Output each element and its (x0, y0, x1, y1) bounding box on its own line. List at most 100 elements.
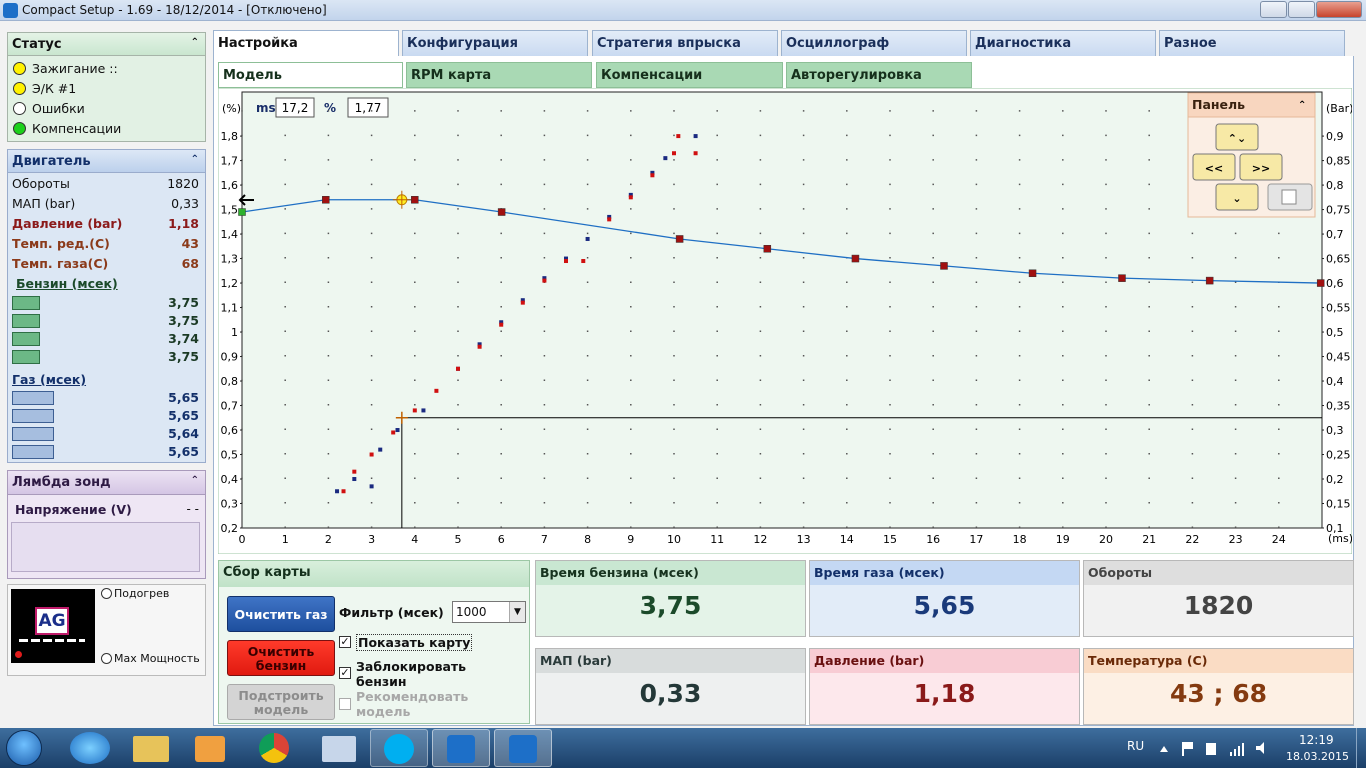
maximize-button[interactable] (1288, 1, 1315, 18)
tab[interactable]: Разное (1159, 30, 1345, 57)
tab[interactable]: Стратегия впрыска (592, 30, 778, 57)
x-tick-label: 3 (368, 533, 375, 546)
x-tick-label: 18 (1013, 533, 1027, 546)
start-button[interactable] (6, 730, 42, 766)
scatter-point (663, 156, 668, 161)
subtab[interactable]: RPM карта (406, 62, 592, 88)
x-tick-label: 4 (411, 533, 418, 546)
map-title: Сбор карты (219, 561, 529, 587)
gauge-label: Температура (C) (1084, 649, 1353, 673)
tray-flag (1182, 742, 1184, 756)
collapse-icon: ⌃ (1298, 100, 1306, 111)
checkbox[interactable]: ✓ (339, 635, 351, 648)
y2-tick-label: 0,25 (1326, 449, 1351, 462)
y-tick-label: 0,7 (221, 400, 239, 413)
taskbar-app[interactable] (133, 736, 169, 762)
y2-tick-label: 0,5 (1326, 326, 1344, 339)
logo-panel: AG Подогрев Max Мощность (7, 584, 206, 676)
tray-icons[interactable] (1156, 738, 1276, 758)
y-tick-label: 1 (231, 326, 238, 339)
tab[interactable]: Настройка (213, 30, 399, 57)
y-tick-label: 1,1 (221, 302, 239, 315)
gauge-label: МАП (bar) (536, 649, 805, 673)
scatter-point (628, 195, 633, 200)
petrol-bar (12, 314, 40, 328)
status-header[interactable]: Статус ⌃ (7, 32, 206, 56)
y2-tick-label: 0,4 (1326, 375, 1344, 388)
left-button[interactable] (1192, 153, 1236, 181)
tab[interactable]: Осциллограф (781, 30, 967, 57)
clear-petrol-button[interactable]: Очистить бензин (227, 640, 335, 676)
radio[interactable] (101, 588, 112, 599)
model-point (238, 208, 246, 216)
petrol-value: 3,75 (168, 295, 199, 310)
scatter-point (456, 366, 460, 371)
taskbar-app[interactable] (432, 729, 490, 767)
taskbar-app[interactable] (195, 736, 225, 762)
show-desktop[interactable] (1356, 728, 1366, 768)
y2-tick-label: 0,3 (1326, 424, 1344, 437)
lambda-header[interactable]: Лямбда зонд ⌃ (7, 470, 206, 495)
button-icon: << (1205, 162, 1223, 175)
gas-bar (12, 391, 54, 405)
tab[interactable]: Диагностика (970, 30, 1156, 57)
plot-area (241, 91, 1323, 529)
tab[interactable]: Конфигурация (402, 30, 588, 57)
scatter-point (391, 430, 396, 435)
gauge-value: 5,65 (913, 591, 976, 620)
scatter-point (520, 300, 525, 305)
readout-label: % (324, 101, 336, 115)
x-tick-label: 8 (584, 533, 591, 546)
gauge-label: Время бензина (мсек) (536, 561, 805, 585)
lambda-value: - - (186, 502, 199, 516)
x-axis-label: (ms) (1328, 532, 1352, 545)
petrol-value: 3,74 (168, 331, 199, 346)
scatter-point (585, 236, 590, 241)
taskbar-app[interactable] (259, 733, 289, 763)
readout-label: ms (256, 101, 276, 115)
filter-select[interactable]: 1000 ▼ (452, 601, 526, 623)
x-tick-label: 15 (883, 533, 897, 546)
subtab[interactable]: Модель (218, 62, 403, 88)
gauge-value: 1820 (1183, 591, 1254, 620)
y-tick-label: 1,4 (221, 228, 239, 241)
y-tick-label: 0,6 (221, 424, 239, 437)
up-button[interactable] (1215, 123, 1259, 151)
gauge-label: Время газа (мсек) (810, 561, 1079, 585)
control-panel-header[interactable] (1187, 92, 1316, 118)
build-model-button: Подстроить модель (227, 684, 335, 720)
scatter-point (369, 484, 374, 489)
x-tick-label: 23 (1229, 533, 1243, 546)
taskbar-app[interactable] (370, 729, 428, 767)
readout-value: 17,2 (282, 101, 309, 115)
down-button[interactable] (1215, 183, 1259, 211)
y2-tick-label: 0,75 (1326, 204, 1351, 217)
language-indicator[interactable]: RU (1127, 739, 1145, 753)
y2-tick-label: 0,2 (1326, 473, 1344, 486)
gas-value: 5,64 (168, 426, 199, 441)
scatter-point (434, 388, 439, 393)
gas-bar (12, 409, 54, 423)
status-panel: Зажигание :: Э/К #1 Ошибки Компенсации (7, 56, 206, 142)
checkbox-label: Показать карту (356, 634, 473, 651)
close-button[interactable] (1316, 1, 1362, 18)
gas-value: 5,65 (168, 390, 199, 405)
subtab[interactable]: Компенсации (596, 62, 783, 88)
clock-date: 18.03.2015 (1286, 750, 1349, 763)
radio[interactable] (101, 653, 112, 664)
button-icon (1281, 189, 1297, 205)
y-tick-label: 0,9 (221, 351, 239, 364)
taskbar-app[interactable] (322, 736, 356, 762)
engine-header[interactable]: Двигатель ⌃ (7, 149, 206, 173)
subtab[interactable]: Авторегулировка (786, 62, 972, 88)
checkbox[interactable]: ✓ (339, 666, 351, 679)
scatter-point (477, 344, 482, 349)
x-tick-label: 13 (797, 533, 811, 546)
taskbar-app[interactable] (494, 729, 552, 767)
status-item: Компенсации (32, 121, 122, 136)
minimize-button[interactable] (1260, 1, 1287, 18)
taskbar-app[interactable] (70, 732, 110, 764)
clear-gas-button[interactable]: Очистить газ (227, 596, 335, 632)
scatter-point (564, 256, 568, 261)
right-button[interactable] (1239, 153, 1283, 181)
